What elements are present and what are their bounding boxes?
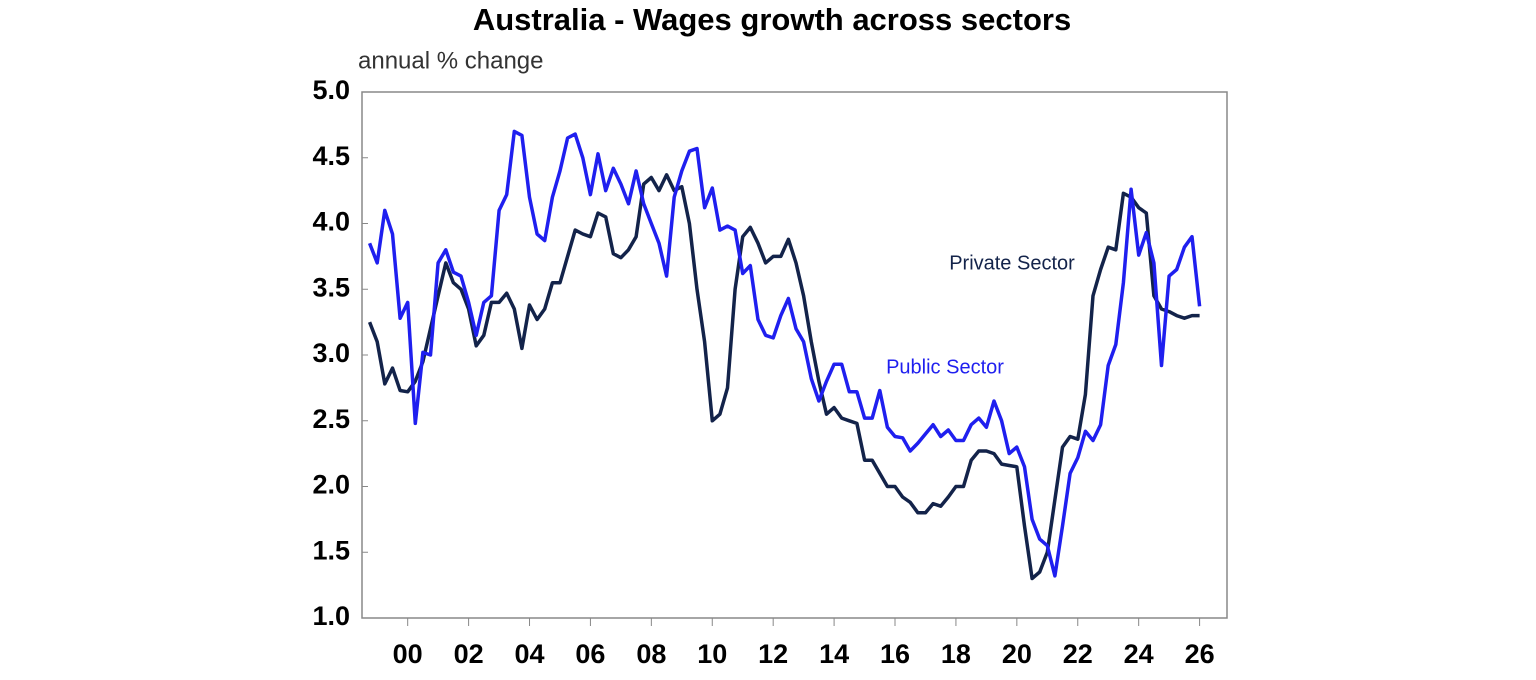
x-tick-label: 06 bbox=[575, 639, 605, 669]
series-line bbox=[367, 129, 1202, 578]
x-tick-label: 08 bbox=[636, 639, 666, 669]
y-tick-label: 3.0 bbox=[312, 338, 350, 368]
x-tick-label: 24 bbox=[1124, 639, 1154, 669]
y-tick-label: 2.5 bbox=[312, 404, 350, 434]
y-tick-label: 2.0 bbox=[312, 470, 350, 500]
chart-subtitle: annual % change bbox=[358, 47, 543, 74]
x-tick-label: 02 bbox=[454, 639, 484, 669]
chart-title: Australia - Wages growth across sectors bbox=[473, 2, 1071, 37]
x-tick-label: 22 bbox=[1063, 639, 1093, 669]
y-tick-label: 5.0 bbox=[312, 75, 350, 105]
plot-frame bbox=[361, 91, 1228, 619]
x-tick-label: 18 bbox=[941, 639, 971, 669]
series-label: Private Sector bbox=[949, 252, 1075, 274]
x-tick-label: 12 bbox=[758, 639, 788, 669]
series-line bbox=[367, 173, 1200, 581]
x-tick-label: 14 bbox=[819, 639, 849, 669]
series-label: Public Sector bbox=[886, 356, 1004, 378]
y-tick-label: 4.0 bbox=[312, 207, 350, 237]
x-tick-label: 16 bbox=[880, 639, 910, 669]
x-tick-label: 04 bbox=[514, 639, 544, 669]
x-tick-label: 26 bbox=[1185, 639, 1215, 669]
y-tick-label: 1.5 bbox=[312, 535, 350, 565]
x-tick-label: 10 bbox=[697, 639, 727, 669]
x-tick-label: 00 bbox=[393, 639, 423, 669]
y-tick-label: 1.0 bbox=[312, 601, 350, 631]
y-tick-label: 3.5 bbox=[312, 272, 350, 302]
x-tick-label: 20 bbox=[1002, 639, 1032, 669]
y-tick-label: 4.5 bbox=[312, 141, 350, 171]
